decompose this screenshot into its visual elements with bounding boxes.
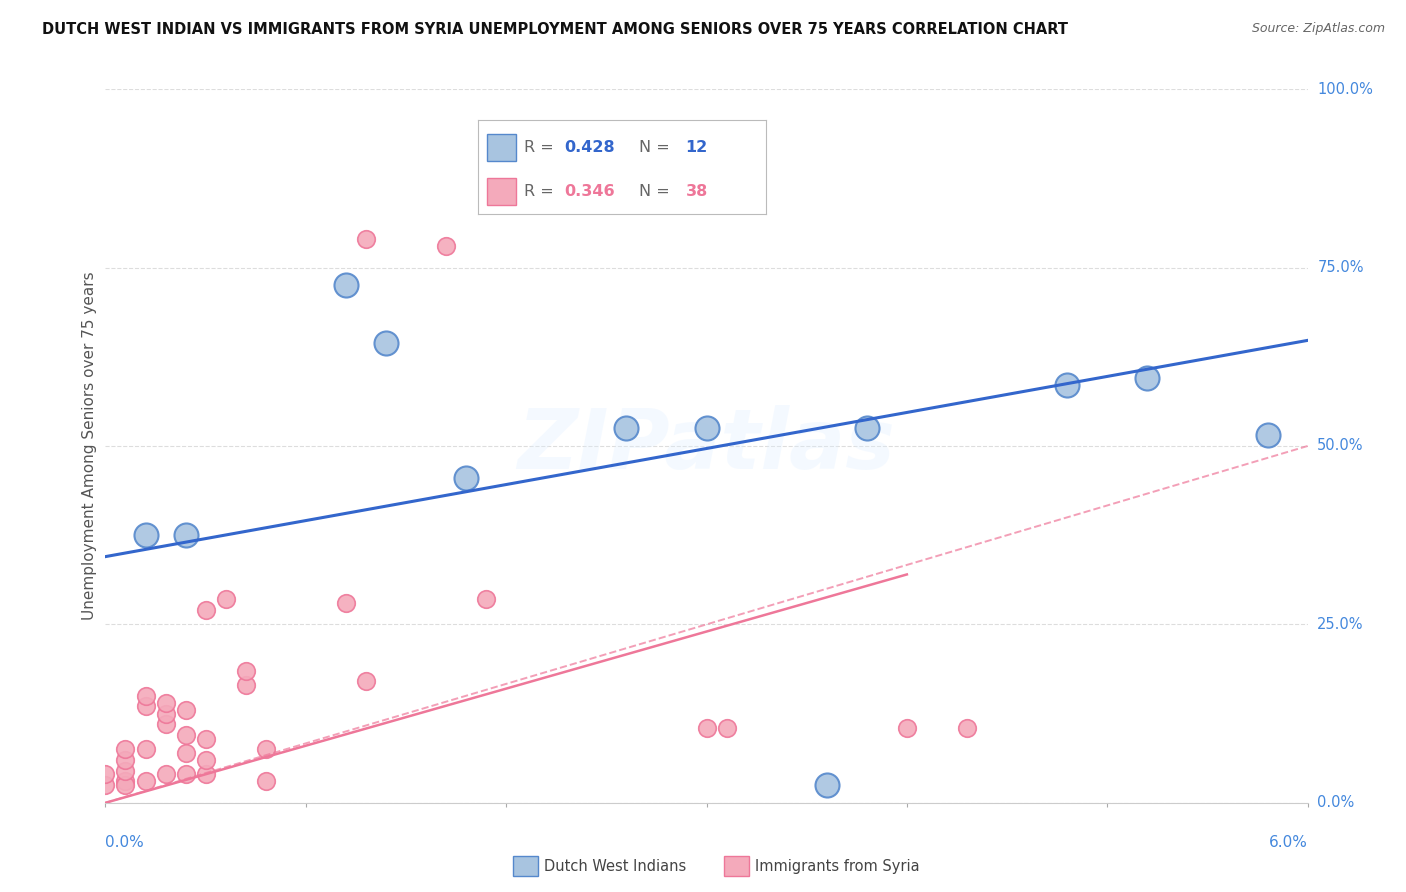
Point: [534, 171, 557, 186]
Point: [235, 664, 257, 678]
Point: [855, 421, 877, 435]
Point: [194, 603, 217, 617]
Text: 0.0%: 0.0%: [105, 835, 145, 850]
Point: [135, 742, 157, 756]
Text: Dutch West Indians: Dutch West Indians: [544, 859, 686, 873]
Point: [1257, 428, 1279, 442]
Point: [1056, 378, 1078, 392]
Bar: [486, 178, 516, 205]
Point: [696, 421, 718, 435]
Point: [214, 592, 236, 607]
Text: N =: N =: [640, 184, 675, 199]
Point: [174, 728, 197, 742]
Point: [254, 774, 277, 789]
Text: 75.0%: 75.0%: [1317, 260, 1364, 275]
Point: [616, 421, 638, 435]
Point: [135, 528, 157, 542]
Point: [155, 696, 177, 710]
Point: [254, 742, 277, 756]
Text: 0.0%: 0.0%: [1317, 796, 1354, 810]
Point: [135, 774, 157, 789]
Point: [475, 592, 498, 607]
Point: [155, 767, 177, 781]
Point: [194, 753, 217, 767]
Point: [114, 778, 136, 792]
Point: [896, 721, 918, 735]
Point: [114, 764, 136, 778]
Point: [114, 742, 136, 756]
Point: [194, 731, 217, 746]
Text: R =: R =: [524, 184, 560, 199]
Point: [135, 699, 157, 714]
Point: [235, 678, 257, 692]
Text: 6.0%: 6.0%: [1268, 835, 1308, 850]
Point: [354, 232, 377, 246]
Text: 25.0%: 25.0%: [1317, 617, 1364, 632]
Point: [174, 703, 197, 717]
Point: [174, 746, 197, 760]
Text: DUTCH WEST INDIAN VS IMMIGRANTS FROM SYRIA UNEMPLOYMENT AMONG SENIORS OVER 75 YE: DUTCH WEST INDIAN VS IMMIGRANTS FROM SYR…: [42, 22, 1069, 37]
Point: [716, 721, 738, 735]
Point: [114, 753, 136, 767]
Point: [1136, 371, 1159, 385]
Text: 0.346: 0.346: [565, 184, 616, 199]
Text: 38: 38: [686, 184, 707, 199]
Point: [94, 767, 117, 781]
Point: [335, 596, 357, 610]
Point: [174, 528, 197, 542]
Point: [155, 717, 177, 731]
Point: [956, 721, 979, 735]
Point: [374, 335, 398, 350]
Point: [454, 471, 477, 485]
Point: [335, 278, 357, 293]
Point: [354, 674, 377, 689]
Y-axis label: Unemployment Among Seniors over 75 years: Unemployment Among Seniors over 75 years: [82, 272, 97, 620]
Point: [194, 767, 217, 781]
Text: 100.0%: 100.0%: [1317, 82, 1374, 96]
Text: Immigrants from Syria: Immigrants from Syria: [755, 859, 920, 873]
Text: 50.0%: 50.0%: [1317, 439, 1364, 453]
Text: Source: ZipAtlas.com: Source: ZipAtlas.com: [1251, 22, 1385, 36]
Point: [114, 774, 136, 789]
Point: [94, 778, 117, 792]
Text: 0.428: 0.428: [565, 140, 616, 155]
Text: ZIPatlas: ZIPatlas: [517, 406, 896, 486]
Point: [155, 706, 177, 721]
Point: [174, 767, 197, 781]
Text: R =: R =: [524, 140, 560, 155]
Text: N =: N =: [640, 140, 675, 155]
Text: 12: 12: [686, 140, 707, 155]
Bar: [486, 135, 516, 161]
Point: [696, 721, 718, 735]
Point: [815, 778, 838, 792]
Point: [135, 689, 157, 703]
Point: [434, 239, 457, 253]
